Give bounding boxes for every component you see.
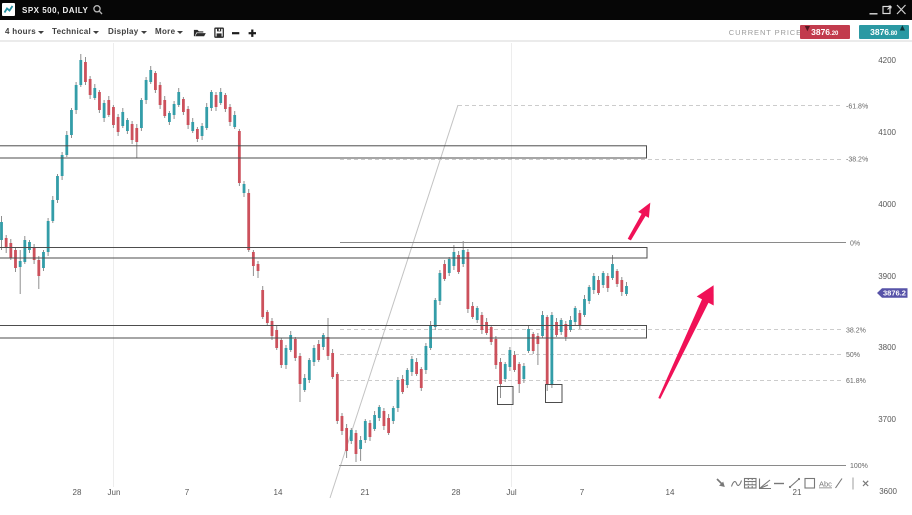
svg-text:50%: 50%: [846, 352, 860, 359]
svg-text:21: 21: [361, 488, 370, 497]
svg-text:14: 14: [274, 488, 283, 497]
svg-text:3800: 3800: [878, 343, 896, 352]
svg-text:Jun: Jun: [108, 488, 121, 497]
svg-text:0%: 0%: [850, 241, 860, 248]
svg-text:7: 7: [185, 488, 190, 497]
svg-text:100%: 100%: [850, 463, 868, 470]
svg-text:3700: 3700: [878, 415, 896, 424]
svg-text:38.2%: 38.2%: [846, 328, 866, 335]
svg-text:4200: 4200: [878, 56, 896, 65]
svg-text:4000: 4000: [878, 200, 896, 209]
svg-text:28: 28: [452, 488, 461, 497]
svg-text:3600: 3600: [879, 487, 897, 496]
svg-text:14: 14: [666, 488, 675, 497]
svg-text:Abc: Abc: [819, 480, 832, 489]
svg-text:7: 7: [580, 488, 585, 497]
svg-text:3876.2: 3876.2: [883, 289, 906, 298]
svg-text:21: 21: [793, 488, 802, 497]
svg-text:28: 28: [73, 488, 82, 497]
svg-text:3900: 3900: [878, 272, 896, 281]
svg-text:61.8%: 61.8%: [846, 378, 866, 385]
svg-text:Jul: Jul: [506, 488, 516, 497]
svg-text:-61.8%: -61.8%: [846, 104, 868, 111]
svg-text:-38.2%: -38.2%: [846, 157, 868, 164]
svg-text:4100: 4100: [878, 128, 896, 137]
